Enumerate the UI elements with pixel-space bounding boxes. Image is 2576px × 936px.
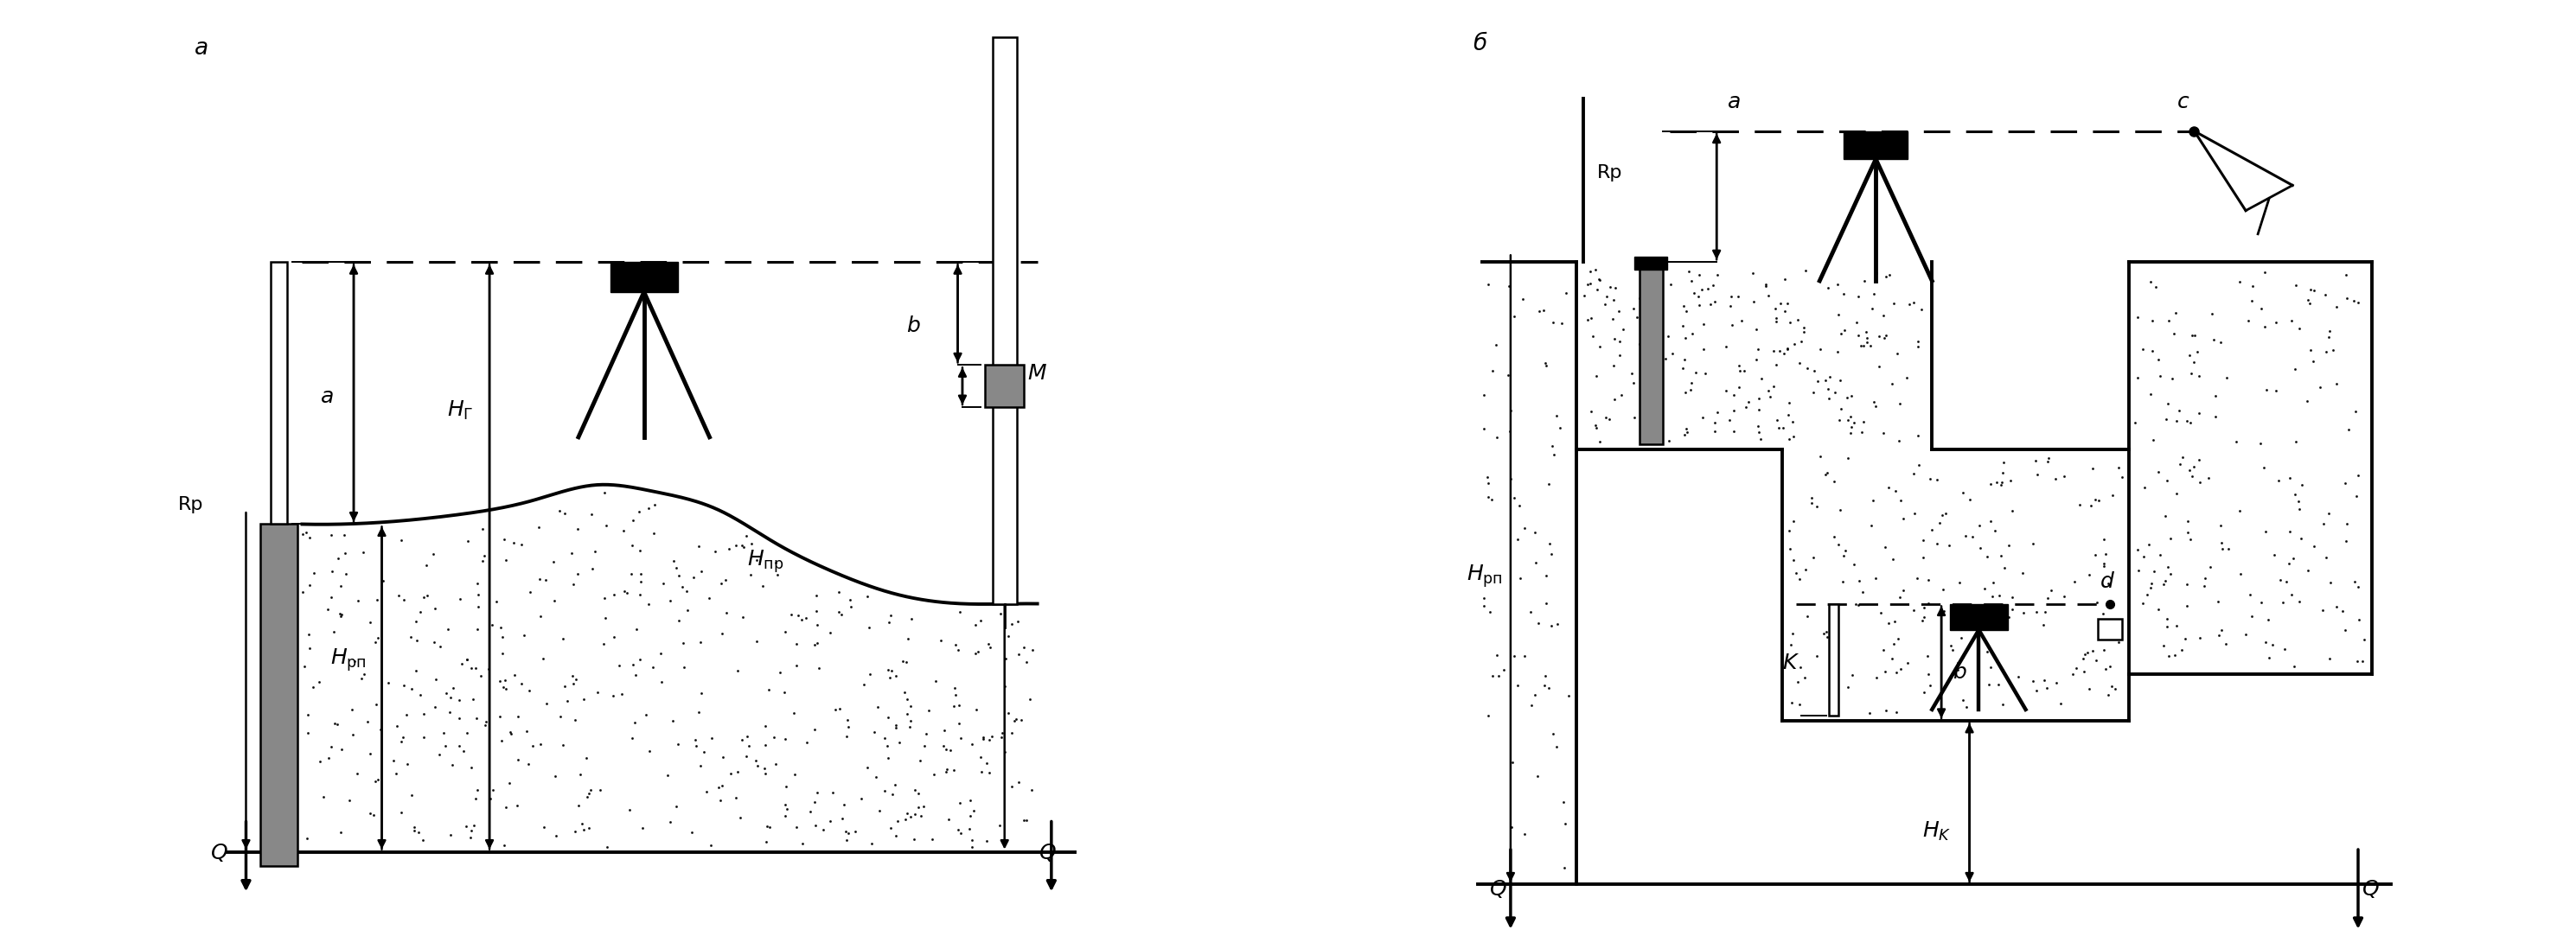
Text: а: а xyxy=(193,37,209,60)
Text: K: K xyxy=(1783,652,1795,674)
Text: $H_{\rm рп}$: $H_{\rm рп}$ xyxy=(1466,563,1502,589)
Bar xyxy=(992,37,1018,604)
Text: a: a xyxy=(1728,91,1741,112)
Text: $H_{\Gamma}$: $H_{\Gamma}$ xyxy=(448,400,474,422)
Text: $H_{K}$: $H_{K}$ xyxy=(1922,821,1953,843)
Bar xyxy=(1844,131,1909,159)
Text: Q: Q xyxy=(2362,879,2380,900)
Text: Q: Q xyxy=(1489,879,1507,900)
Bar xyxy=(1638,267,1662,445)
Text: b: b xyxy=(907,315,920,337)
Bar xyxy=(1643,117,1659,262)
Text: б: б xyxy=(1473,33,1486,55)
Text: b: b xyxy=(1953,662,1965,683)
Bar xyxy=(611,262,677,292)
Text: $H_{\rm пр}$: $H_{\rm пр}$ xyxy=(747,548,783,575)
Bar xyxy=(270,262,286,524)
Text: $H_{\rm рп}$: $H_{\rm рп}$ xyxy=(330,647,366,673)
Text: a: a xyxy=(322,386,335,407)
Bar xyxy=(1829,604,1839,716)
Text: d: d xyxy=(2099,571,2115,592)
Bar xyxy=(260,524,296,866)
Text: c: c xyxy=(2177,91,2190,112)
Text: Rp: Rp xyxy=(178,496,204,514)
Bar xyxy=(1636,256,1667,270)
Text: Q: Q xyxy=(1038,842,1056,864)
Text: Rp: Rp xyxy=(1597,164,1623,182)
Bar xyxy=(984,365,1025,407)
Bar xyxy=(1950,604,2007,630)
Text: M: M xyxy=(1028,362,1046,384)
Bar xyxy=(2097,619,2123,639)
Text: Q: Q xyxy=(211,842,229,864)
